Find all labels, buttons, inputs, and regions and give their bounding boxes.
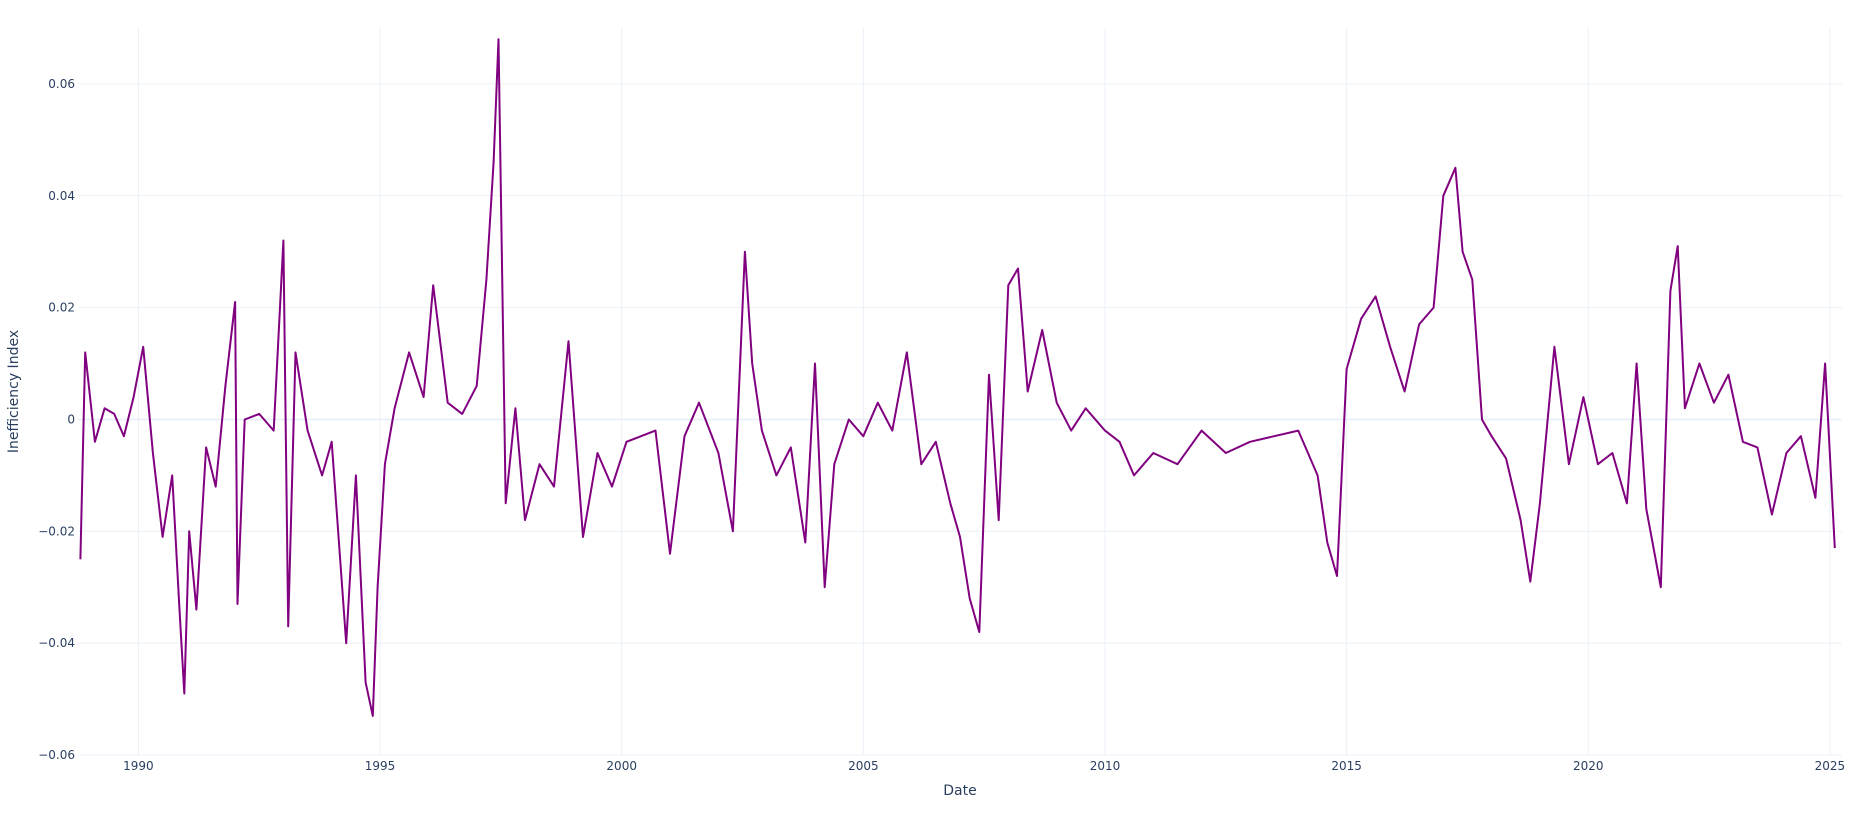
x-tick-label: 1990 xyxy=(123,759,154,773)
y-axis: −0.06 −0.04 −0.02 0 0.02 0.04 0.06 xyxy=(38,77,75,762)
y-tick-label: −0.04 xyxy=(38,636,75,650)
y-tick-label: 0.06 xyxy=(48,77,75,91)
x-tick-label: 2010 xyxy=(1090,759,1121,773)
x-tick-label: 2015 xyxy=(1331,759,1362,773)
y-tick-label: −0.02 xyxy=(38,524,75,538)
y-axis-title: Inefficiency Index xyxy=(6,330,22,453)
y-tick-label: 0.02 xyxy=(48,301,75,315)
x-axis-title: Date xyxy=(943,783,976,799)
y-tick-label: 0.04 xyxy=(48,189,75,203)
x-tick-label: 1995 xyxy=(365,759,396,773)
x-tick-label: 2020 xyxy=(1573,759,1604,773)
x-tick-label: 2025 xyxy=(1815,759,1846,773)
gridlines xyxy=(78,28,1842,756)
x-axis: 1990 1995 2000 2005 2010 2015 2020 2025 xyxy=(123,759,1845,773)
y-tick-label: −0.06 xyxy=(38,748,75,762)
x-tick-label: 2000 xyxy=(606,759,637,773)
y-tick-label: 0 xyxy=(67,412,75,426)
plot-area xyxy=(79,38,1836,717)
x-tick-label: 2005 xyxy=(848,759,879,773)
series-line xyxy=(79,38,1836,717)
